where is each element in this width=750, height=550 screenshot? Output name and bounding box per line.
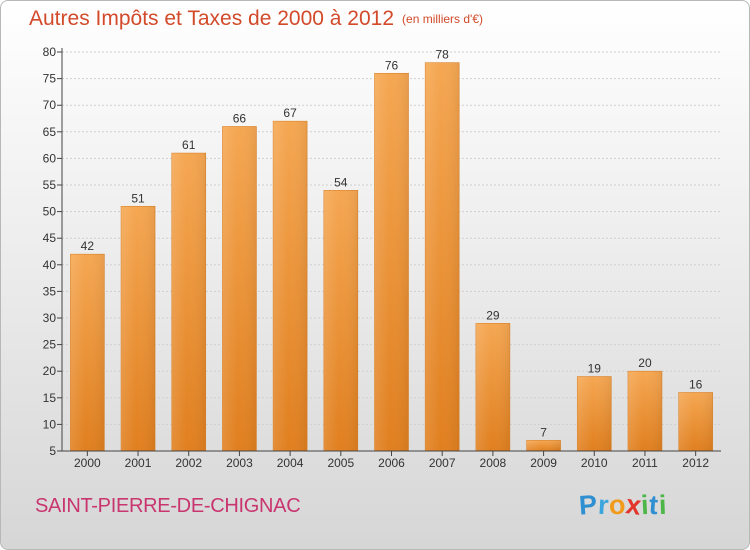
y-tick-label: 55 bbox=[43, 178, 57, 192]
y-tick-label: 20 bbox=[43, 364, 57, 378]
x-tick-label: 2002 bbox=[175, 456, 202, 470]
bar-shine bbox=[70, 254, 105, 451]
bar-shine bbox=[678, 392, 713, 451]
y-tick-label: 75 bbox=[43, 72, 57, 86]
x-tick-label: 2006 bbox=[378, 456, 405, 470]
x-tick-label: 2010 bbox=[581, 456, 608, 470]
y-tick-label: 25 bbox=[43, 338, 57, 352]
logo-letter: i bbox=[658, 489, 668, 521]
y-tick-label: 15 bbox=[43, 391, 57, 405]
bar-value-label: 67 bbox=[283, 106, 297, 120]
bar-shine bbox=[374, 73, 409, 451]
bar-value-label: 20 bbox=[638, 356, 652, 370]
y-tick-label: 45 bbox=[43, 231, 57, 245]
bar-shine bbox=[425, 62, 460, 451]
bar-value-label: 16 bbox=[689, 377, 703, 391]
y-tick-label: 80 bbox=[43, 45, 57, 59]
y-tick-label: 35 bbox=[43, 284, 57, 298]
bar-shine bbox=[526, 440, 561, 451]
x-tick-label: 2012 bbox=[682, 456, 709, 470]
axes: 5 10 15 20 25 30 35 40 45 50 55 60 65 70 75 80 2000 2001 2… bbox=[43, 45, 721, 470]
bar-shine bbox=[121, 206, 156, 451]
y-tick-label: 70 bbox=[43, 98, 57, 112]
y-tick-label: 50 bbox=[43, 205, 57, 219]
y-tick-label: 40 bbox=[43, 258, 57, 272]
bar-shine bbox=[627, 371, 662, 451]
logo-letter: P bbox=[577, 489, 599, 521]
place-name: SAINT-PIERRE-DE-CHIGNAC bbox=[35, 495, 301, 517]
bar-shine bbox=[222, 126, 257, 451]
bar-value-label: 19 bbox=[588, 362, 602, 376]
y-tick-label: 5 bbox=[49, 444, 56, 458]
bars: 42 51 61 66 67 54 76 78 29 7 19 20 16 bbox=[70, 48, 713, 452]
chart-title-text: Autres Impôts et Taxes de 2000 à 2012 bbox=[29, 7, 395, 30]
bar-value-label: 66 bbox=[233, 111, 247, 125]
bar-value-label: 61 bbox=[182, 138, 196, 152]
bar-value-label: 78 bbox=[436, 48, 450, 62]
chart-unit-note: (en milliers d'€) bbox=[402, 12, 484, 26]
bar-shine bbox=[273, 121, 308, 451]
y-tick-label: 60 bbox=[43, 151, 57, 165]
bar-shine bbox=[577, 376, 612, 451]
bar-value-label: 42 bbox=[81, 239, 95, 253]
bar-value-label: 29 bbox=[486, 308, 500, 322]
bar-shine bbox=[475, 323, 510, 451]
bar-value-label: 76 bbox=[385, 58, 399, 72]
bar-shine bbox=[323, 190, 358, 451]
x-tick-label: 2001 bbox=[125, 456, 152, 470]
bar-shine bbox=[171, 153, 206, 451]
x-tick-label: 2009 bbox=[530, 456, 557, 470]
proxiti-logo: Proxiti bbox=[577, 489, 668, 521]
y-tick-label: 10 bbox=[43, 417, 57, 431]
x-tick-label: 2011 bbox=[632, 456, 658, 470]
bar-value-label: 51 bbox=[131, 191, 145, 205]
chart-title: Autres Impôts et Taxes de 2000 à 2012 (en… bbox=[29, 7, 483, 31]
x-tick-label: 2007 bbox=[429, 456, 456, 470]
x-tick-label: 2004 bbox=[277, 456, 304, 470]
x-tick-label: 2003 bbox=[226, 456, 253, 470]
x-tick-label: 2008 bbox=[480, 456, 507, 470]
y-tick-label: 30 bbox=[43, 311, 57, 325]
y-tick-label: 65 bbox=[43, 125, 57, 139]
bar-value-label: 54 bbox=[334, 175, 348, 189]
x-tick-label: 2000 bbox=[74, 456, 101, 470]
x-tick-label: 2005 bbox=[327, 456, 354, 470]
logo-letter: r bbox=[596, 489, 610, 521]
bar-value-label: 7 bbox=[540, 425, 547, 439]
